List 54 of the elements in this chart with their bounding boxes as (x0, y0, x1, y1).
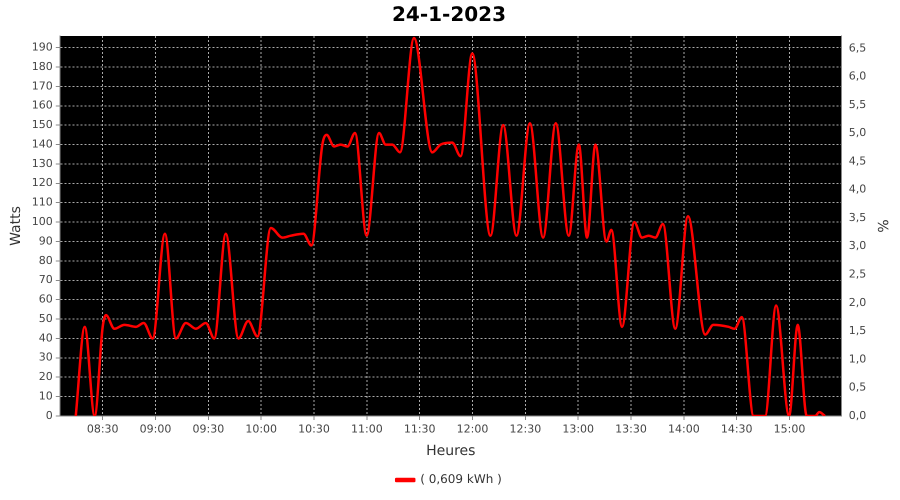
x-tick-label: 15:00 (774, 422, 806, 436)
y-tick-label: 80 (38, 254, 53, 267)
x-tick-label: 08:30 (86, 422, 119, 436)
y-tick-label: 40 (38, 331, 53, 344)
y2-tick-label: 1,0 (848, 352, 866, 366)
chart-title: 24-1-2023 (392, 2, 506, 26)
x-tick-label: 13:00 (562, 422, 594, 436)
y2-tick-label: 4,0 (848, 182, 866, 196)
y2-tick-label: 1,5 (848, 324, 866, 338)
y2-tick-label: 3,0 (848, 239, 866, 252)
y-tick-label: 170 (32, 79, 53, 92)
x-tick-label: 14:30 (720, 422, 753, 436)
y-tick-label: 100 (32, 214, 53, 228)
y2-tick-label: 0,0 (848, 408, 866, 422)
y2-tick-label: 6,0 (848, 70, 866, 83)
x-tick-label: 09:00 (140, 422, 172, 436)
x-tick-label: 11:00 (351, 422, 383, 436)
x-tick-label: 09:30 (192, 422, 224, 436)
line-series (74, 36, 826, 416)
y-tick-label: 130 (32, 156, 53, 170)
x-tick-label: 14:00 (668, 422, 700, 436)
y-tick-label: 150 (32, 118, 53, 132)
y-tick-label: 180 (32, 60, 53, 73)
y2-tick-label: 0,5 (848, 380, 866, 394)
y-axis-title: Watts (8, 206, 24, 246)
x-tick-label: 10:00 (245, 422, 278, 436)
x-tick-label: 13:30 (615, 422, 647, 436)
y2-tick-label: 5,5 (848, 98, 866, 111)
y-tick-label: 50 (38, 312, 53, 325)
y-tick-label: 0 (46, 408, 53, 422)
legend-label: ( 0,609 kWh ) (420, 472, 502, 486)
x-axis-title: Heures (426, 443, 476, 460)
y-tick-label: 70 (38, 273, 53, 286)
y-tick-label: 140 (32, 137, 53, 150)
y-tick-label: 110 (32, 196, 53, 209)
y-tick-label: 20 (38, 370, 53, 384)
y-tick-label: 30 (38, 350, 53, 364)
y2-tick-label: 2,5 (848, 267, 866, 280)
y2-tick-label: 4,5 (848, 154, 866, 168)
y-tick-label: 190 (32, 40, 53, 54)
x-tick-label: 12:30 (510, 422, 542, 436)
y2-tick-label: 3,5 (848, 210, 866, 224)
x-tick-label: 11:30 (404, 422, 436, 436)
y-tick-label: 10 (38, 389, 53, 402)
x-tick-label: 12:00 (456, 422, 488, 436)
y-tick-label: 120 (32, 176, 53, 190)
y-tick-label: 160 (32, 98, 53, 112)
y2-tick-label: 2,0 (848, 296, 866, 309)
y-tick-label: 60 (38, 292, 53, 306)
y-tick-label: 90 (38, 234, 53, 248)
y2-tick-label: 6,5 (848, 41, 866, 54)
y2-tick-label: 5,0 (848, 126, 866, 140)
x-tick-label: 10:30 (298, 422, 330, 436)
y2-axis-title: % (874, 219, 890, 233)
